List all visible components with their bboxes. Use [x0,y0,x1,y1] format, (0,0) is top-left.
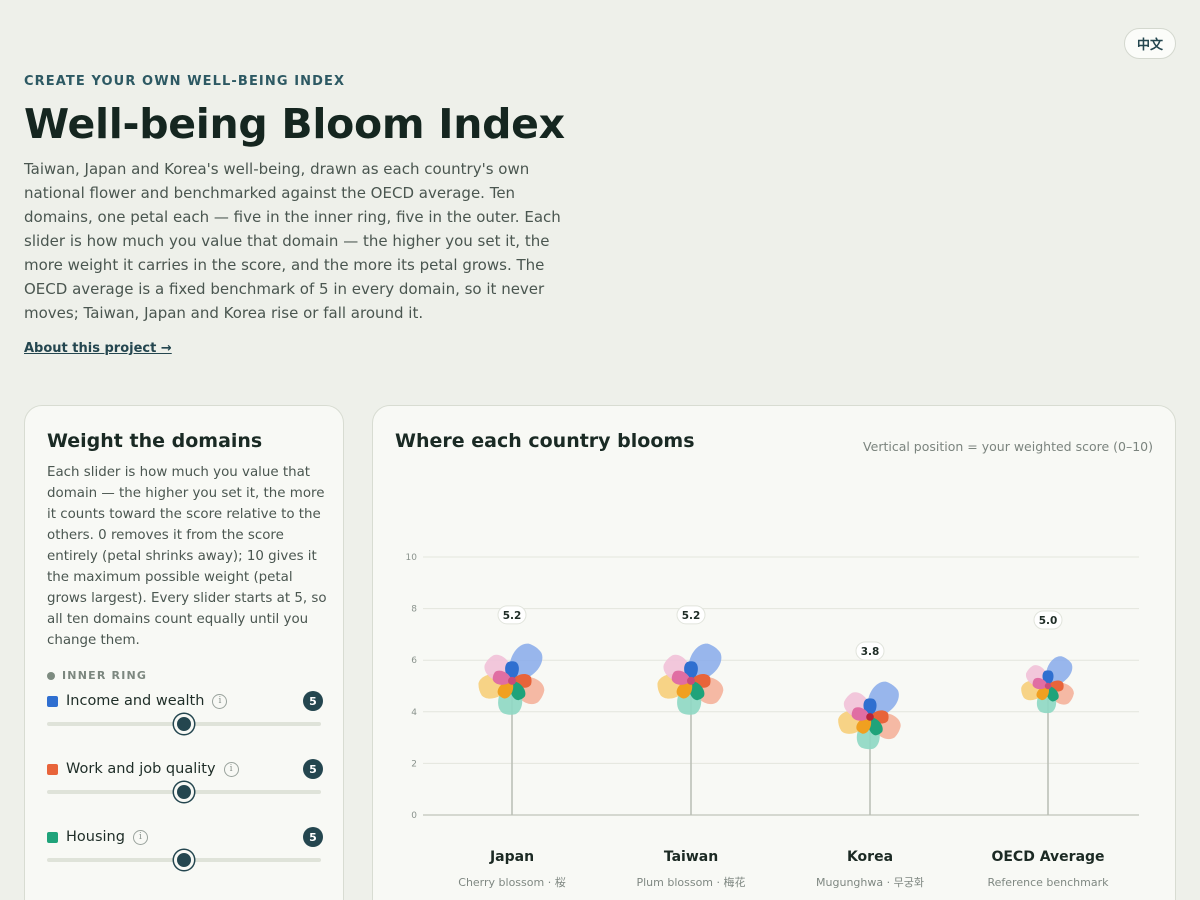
domain-color-swatch [47,695,58,707]
language-toggle-button[interactable]: 中文 [1124,28,1176,59]
score-pill [855,641,885,661]
score-label: 3.8 [861,646,880,658]
chart-panel-title: Where each country blooms [395,430,695,452]
domain-slider-row: Housing i 5 [47,826,323,886]
domain-label: Income and wealth [66,693,205,709]
score-pill [676,605,706,625]
chart-panel: 0 2 4 6 8 10 5.2 Japan Cherry blossom · 桜 5.2 Taiw… [372,405,1176,900]
flower-subtitle: Reference benchmark [988,876,1110,889]
score-label: 5.2 [503,610,522,622]
about-project-link[interactable]: About this project → [24,341,172,356]
domain-label: Housing [66,829,125,845]
flower-bloom [478,643,545,715]
domain-slider-header: Housing i 5 [47,826,323,848]
flower-center [1044,682,1052,690]
flower-bloom [657,643,724,715]
inner-petal [1036,685,1049,701]
inner-petal [856,716,872,734]
flower-subtitle: Mugunghwa · 무궁화 [816,876,924,889]
info-icon[interactable]: i [223,761,239,777]
inner-petal [689,680,705,701]
y-tick-label: 0 [411,811,417,821]
country-label: Japan [489,849,534,865]
eyebrow-label: CREATE YOUR OWN WELL-BEING INDEX [24,74,346,89]
ring-dot-icon [47,671,55,680]
y-tick-label: 8 [411,605,417,615]
inner-petal [492,670,512,685]
domain-slider-thumb[interactable] [174,850,194,870]
domain-slider-thumb[interactable] [174,782,194,802]
page-title: Well-being Bloom Index [24,100,565,148]
inner-ring-heading: INNER RING [47,669,147,682]
flower-center [687,676,695,685]
inner-petal [676,680,693,699]
flower-subtitle: Plum blossom · 梅花 [636,875,745,889]
country-label: Taiwan [664,849,718,865]
flower-center [508,676,516,685]
weights-panel-title: Weight the domains [47,430,263,452]
domain-value-badge: 5 [303,759,323,779]
domain-slider-row: Income and wealth i 5 [47,690,323,750]
domain-label: Work and job quality [66,761,216,777]
domain-value-badge: 5 [303,691,323,711]
inner-petal [851,707,870,721]
score-label: 5.2 [682,610,701,622]
inner-petal [1046,686,1059,702]
country-label: OECD Average [991,849,1104,865]
bloom-chart: 0 2 4 6 8 10 5.2 Japan Cherry blossom · 桜 5.2 Taiw… [406,553,1139,889]
intro-text: Taiwan, Japan and Korea's well-being, dr… [24,160,561,322]
inner-petal [497,680,514,699]
inner-ring-label: INNER RING [62,669,148,682]
inner-petal [868,716,883,736]
score-pill [497,605,527,625]
inner-petal [1032,677,1048,690]
y-tick-label: 2 [411,759,417,769]
domain-slider-header: Income and wealth i 5 [47,690,323,712]
domain-slider-row: Work and job quality i 5 [47,758,323,818]
domain-slider-header: Work and job quality i 5 [47,758,323,780]
flower-subtitle: Cherry blossom · 桜 [458,875,565,889]
y-tick-label: 6 [411,656,417,666]
weights-panel-description: Each slider is how much you value that d… [47,465,327,648]
domain-color-swatch [47,763,58,775]
domain-color-swatch [47,831,58,843]
flower-bloom [838,681,901,750]
info-icon[interactable]: i [132,829,148,845]
chart-note: Vertical position = your weighted score … [863,439,1153,454]
y-tick-label: 10 [406,553,418,563]
country-label: Korea [847,849,893,865]
inner-petal [671,670,691,685]
score-pill [1033,610,1063,630]
domain-value-badge: 5 [303,827,323,847]
domain-slider-thumb[interactable] [174,714,194,734]
weights-panel: Weight the domains Each slider is how mu… [24,405,344,900]
y-tick-label: 4 [411,708,417,718]
flower-bloom [1021,656,1074,714]
score-label: 5.0 [1039,615,1058,627]
inner-petal [510,680,526,701]
flower-center [866,713,874,721]
info-icon[interactable]: i [212,693,228,709]
